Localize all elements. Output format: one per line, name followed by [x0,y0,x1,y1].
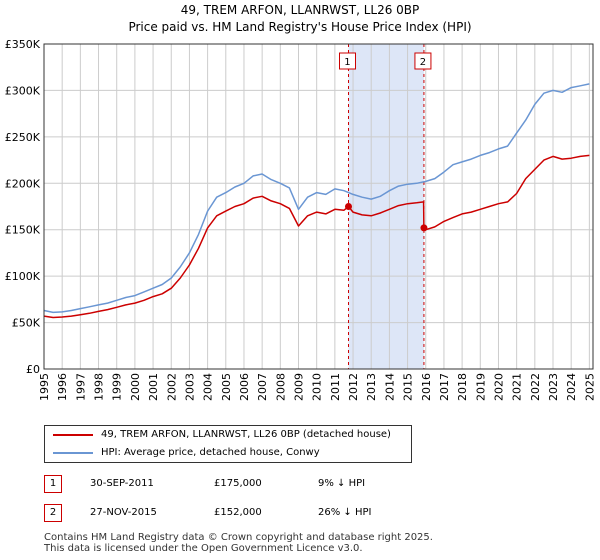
x-tick-label: 2004 [202,373,215,401]
sale-date: 27-NOV-2015 [90,507,157,518]
x-tick-label: 2003 [183,373,196,401]
sale-period-shading [348,44,424,369]
x-tick-label: 2012 [347,373,360,401]
legend-label-hpi: HPI: Average price, detached house, Conw… [101,447,320,458]
sale-price: £175,000 [214,478,262,489]
x-tick-label: 2018 [456,373,469,401]
x-tick-label: 2005 [220,373,233,401]
price-paid-line [43,154,590,319]
x-tick-label: 2017 [438,373,451,401]
sale-hpi-diff: 9% ↓ HPI [318,478,366,489]
legend-swatch-hpi [53,452,93,454]
x-tick-label: 2015 [402,373,415,401]
y-tick-label: £300K [5,84,41,97]
x-tick-label: 2021 [511,373,524,401]
sale-2-marker-box [414,52,432,70]
x-tick-label: 2022 [529,373,542,401]
x-tick-label: 2006 [238,373,251,401]
plot-frame [43,43,594,370]
y-tick-label: £50K [12,317,41,330]
x-tick-label: 2025 [583,373,596,401]
y-tick-label: £100K [5,270,41,283]
sale-2-marker-label: 2 [420,57,426,68]
sale-number-badge: 1 [44,475,62,493]
x-tick-label: 2016 [420,373,433,401]
x-tick-label: 2024 [565,373,578,401]
y-tick-label: £0 [26,363,40,376]
sale-1-marker-label: 1 [344,57,350,68]
x-tick-label: 2002 [165,373,178,401]
x-tick-label: 2008 [274,373,287,401]
price-chart: 1 2 £0 £50K £100K £150K £200K £250K £300K £350K 19… [5,38,597,401]
chart-title-line2: Price paid vs. HM Land Registry's House … [128,20,472,34]
legend: 49, TREM ARFON, LLANRWST, LL26 0BP (deta… [44,425,412,463]
y-tick-label: £150K [5,224,41,237]
x-tick-label: 2001 [147,373,160,401]
sale-hpi-diff: 26% ↓ HPI [318,507,372,518]
legend-item-price: 49, TREM ARFON, LLANRWST, LL26 0BP (deta… [45,426,411,444]
x-tick-label: 1998 [93,373,106,401]
x-tick-label: 1996 [56,373,69,401]
sale-number-badge: 2 [44,504,62,522]
x-tick-label: 2020 [492,373,505,401]
legend-swatch-price [53,434,93,436]
x-tick-label: 2013 [365,373,378,401]
x-tick-label: 2010 [311,373,324,401]
sale-1-point [344,203,352,210]
x-tick-label: 2019 [474,373,487,401]
x-tick-label: 1997 [74,373,87,401]
footer: Contains HM Land Registry data © Crown c… [44,532,433,554]
y-tick-label: £200K [5,177,41,190]
hpi-line [43,83,590,314]
x-tick-label: 2011 [329,373,342,401]
footer-line1: Contains HM Land Registry data © Crown c… [44,532,433,543]
chart-title: 49, TREM ARFON, LLANRWST, LL26 0BP Price… [0,2,600,36]
x-tick-label: 1995 [38,373,51,401]
sale-2-point [420,224,428,232]
x-tick-label: 2023 [547,373,560,401]
sale-1-marker-box [338,52,356,70]
footer-line2: This data is licensed under the Open Gov… [44,543,363,554]
legend-label-price: 49, TREM ARFON, LLANRWST, LL26 0BP (deta… [101,429,391,440]
sale-date: 30-SEP-2011 [90,478,154,489]
legend-item-hpi: HPI: Average price, detached house, Conw… [45,444,411,462]
x-tick-label: 2009 [293,373,306,401]
sale-price: £152,000 [214,507,262,518]
x-tick-label: 1999 [111,373,124,401]
x-tick-label: 2000 [129,373,142,401]
y-tick-label: £350K [5,38,41,51]
y-tick-label: £250K [5,131,41,144]
x-tick-label: 2014 [383,373,396,401]
x-tick-label: 2007 [256,373,269,401]
chart-title-line1: 49, TREM ARFON, LLANRWST, LL26 0BP [180,3,420,17]
